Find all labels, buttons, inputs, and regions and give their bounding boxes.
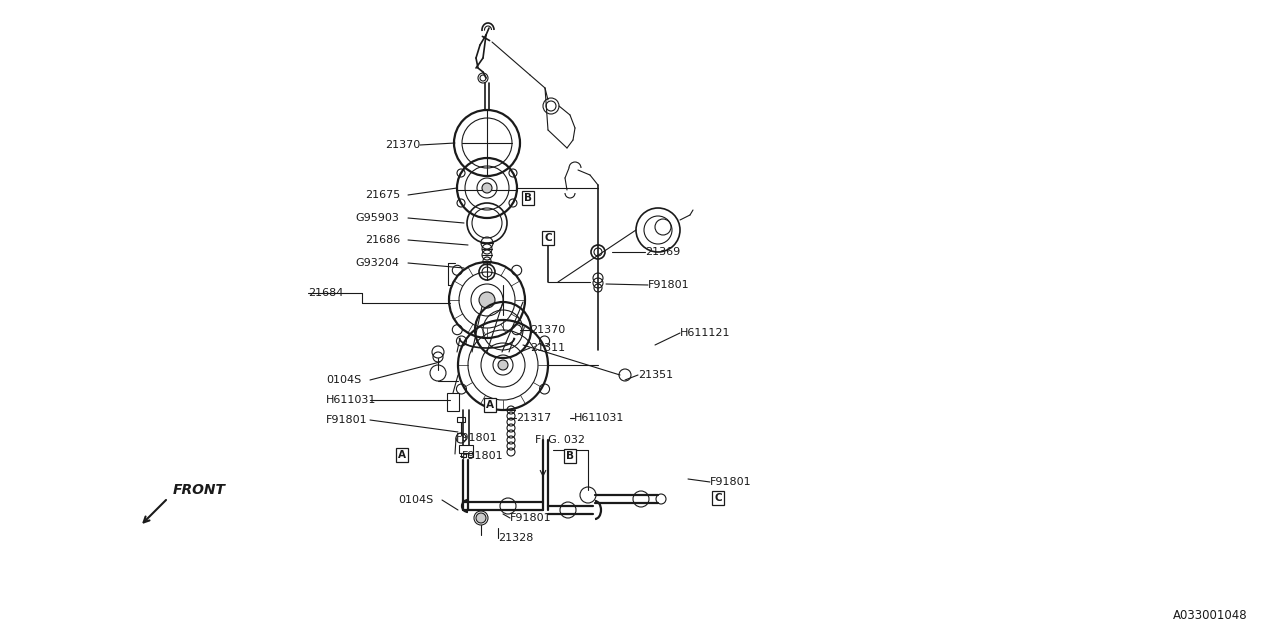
Text: 0104S: 0104S (326, 375, 361, 385)
Text: 21351: 21351 (637, 370, 673, 380)
Text: B: B (566, 451, 573, 461)
Text: F91801: F91801 (462, 451, 503, 461)
Text: 21370: 21370 (530, 325, 566, 335)
Text: 21370: 21370 (385, 140, 420, 150)
Text: A: A (398, 450, 406, 460)
Bar (447, 393, 460, 411)
Text: H611121: H611121 (680, 328, 731, 338)
Circle shape (479, 292, 495, 308)
Text: F91801: F91801 (648, 280, 690, 290)
Text: G93204: G93204 (355, 258, 399, 268)
Text: B: B (524, 193, 532, 203)
Text: C: C (714, 493, 722, 503)
Text: FI G. 032: FI G. 032 (535, 435, 585, 445)
Bar (461, 453, 466, 457)
Text: H611031: H611031 (573, 413, 625, 423)
Text: 21369: 21369 (645, 247, 680, 257)
Text: G95903: G95903 (355, 213, 399, 223)
Text: A033001048: A033001048 (1174, 609, 1248, 622)
Text: 21675: 21675 (365, 190, 401, 200)
Circle shape (498, 360, 508, 370)
Text: 21328: 21328 (498, 533, 534, 543)
Text: FRONT: FRONT (173, 483, 227, 497)
Text: F91801: F91801 (710, 477, 751, 487)
Text: A: A (486, 400, 494, 410)
Bar (468, 453, 474, 457)
Text: F91801: F91801 (456, 433, 498, 443)
Text: 21311: 21311 (530, 343, 566, 353)
Text: F91801: F91801 (509, 513, 552, 523)
Bar (460, 445, 474, 453)
Text: H611031: H611031 (326, 395, 376, 405)
Circle shape (483, 183, 492, 193)
Text: C: C (544, 233, 552, 243)
Text: 0104S: 0104S (398, 495, 433, 505)
Text: F91801: F91801 (326, 415, 367, 425)
Bar (457, 417, 465, 422)
Text: 21686: 21686 (365, 235, 401, 245)
Text: 21317: 21317 (516, 413, 552, 423)
Circle shape (476, 513, 486, 523)
Text: 21684: 21684 (308, 288, 343, 298)
